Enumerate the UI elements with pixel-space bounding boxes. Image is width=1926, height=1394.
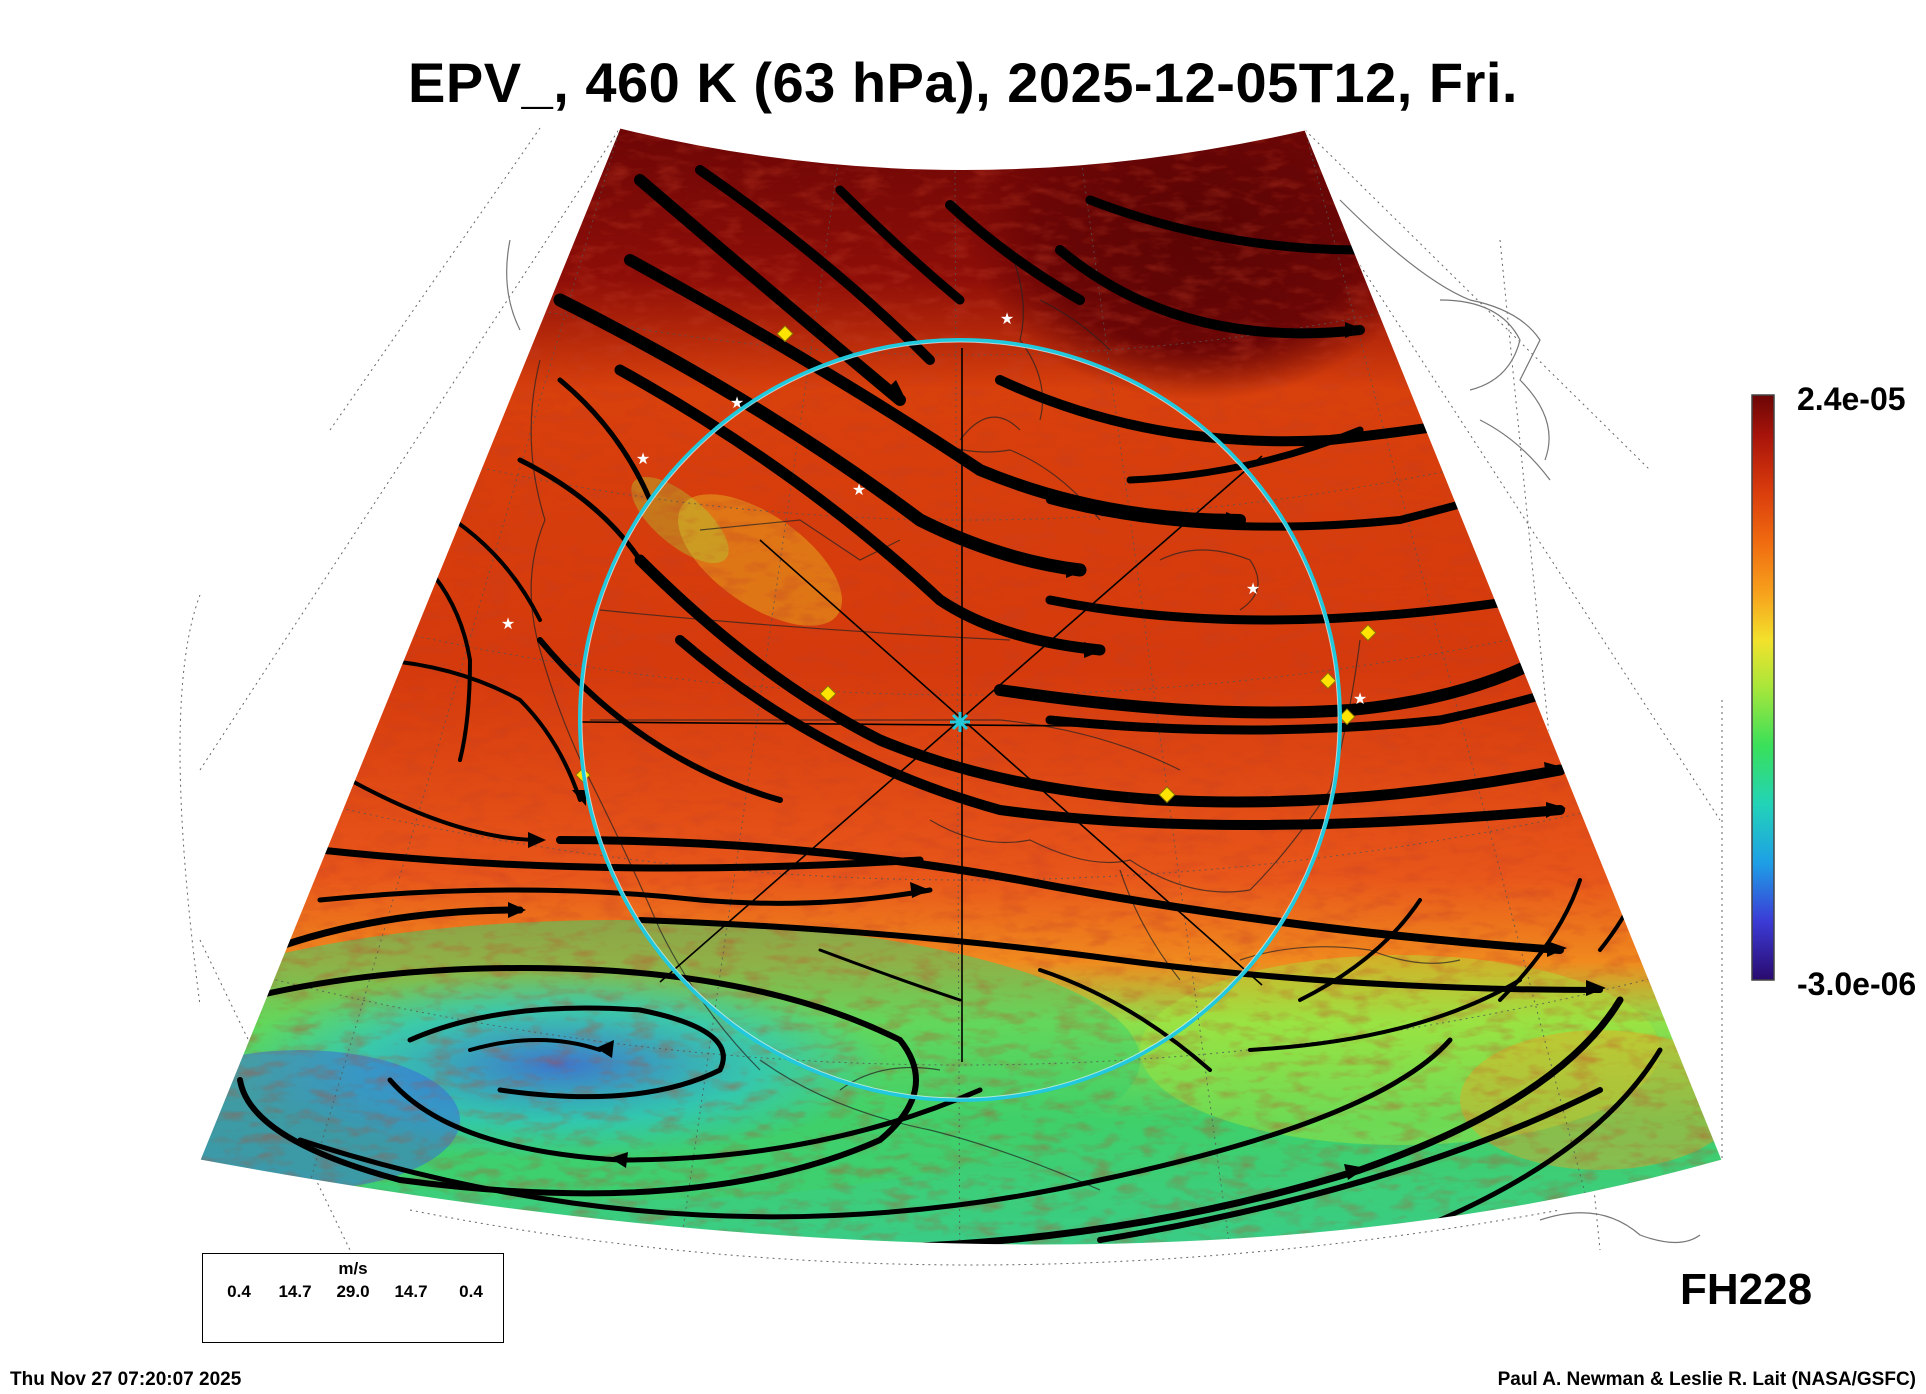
- svg-text:★: ★: [852, 480, 866, 499]
- svg-text:★: ★: [1353, 689, 1367, 708]
- colorbar-min-label: -3.0e-06: [1797, 966, 1917, 1002]
- colorbar: [1751, 394, 1775, 981]
- run-timestamp: Thu Nov 27 07:20:07 2025: [10, 1369, 242, 1390]
- forecast-hour-label: FH228: [1680, 1265, 1813, 1314]
- wind-speed-legend: m/s 0.4 14.7 29.0 14.7 0.4: [202, 1253, 504, 1343]
- svg-text:★: ★: [1472, 526, 1486, 545]
- outer-coastlines: [506, 199, 1701, 1244]
- svg-text:★: ★: [730, 393, 744, 412]
- svg-text:☆: ☆: [1455, 305, 1469, 324]
- svg-text:★: ★: [501, 614, 515, 633]
- wind-legend-value: 0.4: [459, 1282, 483, 1301]
- map-title: EPV_, 460 K (63 hPa), 2025-12-05T12, Fri…: [408, 51, 1518, 114]
- wind-legend-value: 29.0: [336, 1282, 370, 1301]
- svg-text:★: ★: [1000, 309, 1014, 328]
- wind-legend-unit: m/s: [338, 1259, 368, 1278]
- svg-text:★: ★: [1246, 579, 1260, 598]
- epv-field: ★ ★ ★ ★ ★ ★ ★ ★ ☆: [200, 128, 1722, 1245]
- wind-legend-value: 0.4: [227, 1282, 251, 1301]
- graticule-outer: [179, 127, 1723, 1266]
- colorbar-max-label: 2.4e-05: [1797, 381, 1906, 417]
- center-star-marker: [950, 712, 970, 732]
- yellow-diamond-markers: [575, 325, 1377, 804]
- wind-legend-value: 14.7: [278, 1282, 312, 1301]
- svg-text:★: ★: [636, 449, 650, 468]
- cyan-reference-circle: [578, 338, 1342, 1102]
- wind-legend-value: 14.7: [394, 1282, 428, 1301]
- credit-text: Paul A. Newman & Leslie R. Lait (NASA/GS…: [1497, 1369, 1916, 1390]
- wind-streamlines: [237, 165, 1663, 1245]
